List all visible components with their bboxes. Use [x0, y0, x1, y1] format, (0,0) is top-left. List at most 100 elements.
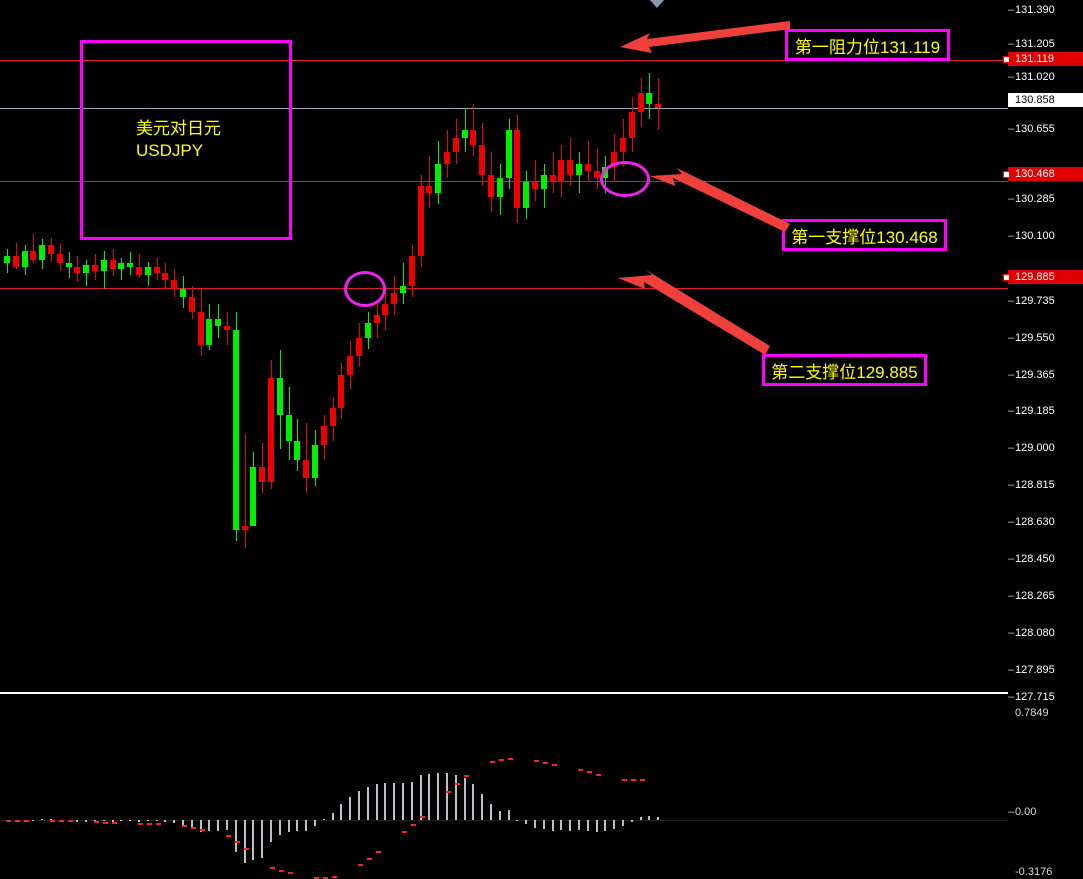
macd-signal-segment	[59, 820, 64, 822]
axis-level-resistance[interactable]: –131.119	[1008, 52, 1083, 66]
macd-signal-segment	[455, 783, 460, 785]
candle-body	[646, 93, 652, 105]
axis-tick: –131.020	[1008, 71, 1055, 83]
pane-divider	[0, 692, 1008, 694]
candle-wick	[306, 422, 307, 493]
candle-body	[550, 174, 556, 183]
macd-signal-segment	[587, 771, 592, 773]
candle-body	[162, 272, 168, 281]
macd-histogram-bar	[402, 783, 404, 820]
macd-signal-segment	[156, 823, 161, 825]
axis-level-support-1[interactable]: –130.468	[1008, 167, 1083, 181]
price-axis[interactable]: –131.390 –131.205 –131.119 –131.020 –130…	[1008, 0, 1083, 879]
candle-wick	[588, 141, 589, 183]
candle-body	[136, 267, 142, 275]
macd-histogram-bar	[85, 819, 87, 823]
second-support-note: 第二支撑位129.885	[762, 354, 927, 386]
candle-wick	[658, 78, 659, 131]
chart-top-marker-icon	[650, 0, 664, 8]
first-support-note: 第一支撑位130.468	[782, 219, 947, 251]
candle-body	[338, 374, 344, 408]
axis-current-price[interactable]: –130.858	[1008, 93, 1083, 107]
macd-histogram-bar	[332, 812, 334, 820]
macd-histogram-bar	[147, 819, 149, 822]
resistance-note: 第一阻力位131.119	[785, 29, 950, 61]
candle-body	[611, 152, 617, 168]
candle-body	[382, 304, 388, 316]
macd-histogram-bar	[217, 819, 219, 831]
macd-signal-segment	[358, 864, 363, 866]
macd-histogram-bar	[120, 819, 122, 821]
candle-body	[303, 459, 309, 479]
macd-signal-segment	[376, 851, 381, 853]
macd-histogram-bar	[420, 775, 422, 820]
macd-signal-segment	[499, 759, 504, 761]
axis-tick: –130.100	[1008, 230, 1055, 242]
macd-histogram-bar	[32, 819, 34, 821]
axis-tick: –130.285	[1008, 193, 1055, 205]
macd-histogram-bar	[164, 819, 166, 823]
axis-tick: –129.735	[1008, 295, 1055, 307]
level-line-second-support[interactable]	[0, 288, 1008, 289]
axis-tick: –129.000	[1008, 442, 1055, 454]
axis-tick: –128.450	[1008, 553, 1055, 565]
macd-histogram-bar	[534, 819, 536, 828]
level-line-first-support[interactable]	[0, 181, 1008, 182]
candle-body	[321, 426, 327, 445]
macd-signal-segment	[332, 876, 337, 878]
axis-level-support-2[interactable]: –129.885	[1008, 270, 1083, 284]
macd-histogram-bar	[455, 774, 457, 820]
macd-signal-segment	[68, 820, 73, 822]
candle-body	[206, 319, 212, 345]
macd-signal-segment	[402, 831, 407, 833]
macd-histogram-bar	[340, 804, 342, 820]
first-support-arrow-icon	[650, 168, 790, 232]
macd-signal-segment	[15, 820, 20, 822]
candle-body	[497, 178, 503, 197]
macd-histogram-bar	[640, 817, 642, 820]
candle-body	[268, 378, 274, 482]
candle-body	[453, 137, 459, 153]
macd-histogram-bar	[393, 782, 395, 820]
macd-histogram-bar	[156, 819, 158, 822]
macd-histogram-bar	[657, 816, 659, 820]
macd-histogram-bar	[349, 797, 351, 820]
macd-histogram-bar	[569, 819, 571, 831]
macd-histogram-bar	[76, 819, 78, 823]
candle-body	[118, 263, 124, 270]
axis-tick: –131.205	[1008, 38, 1055, 50]
candle-body	[66, 263, 72, 268]
level-line-first-resistance[interactable]	[0, 60, 1008, 61]
candle-body	[259, 467, 265, 482]
resistance-note-label: 第一阻力位131.119	[794, 37, 941, 57]
candle-body	[594, 170, 600, 179]
candle-body	[154, 267, 160, 273]
candle-body	[250, 467, 256, 527]
candle-body	[101, 259, 107, 271]
macd-histogram-bar	[252, 819, 254, 861]
axis-tick: –128.265	[1008, 590, 1055, 602]
macd-signal-segment	[235, 841, 240, 843]
price-chart-pane[interactable]	[0, 0, 1008, 692]
macd-signal-segment	[420, 816, 425, 818]
symbol-title-code: USDJPY	[136, 141, 204, 160]
candle-wick	[121, 257, 122, 281]
macd-signal-segment	[596, 774, 601, 776]
candle-body	[365, 322, 371, 338]
macd-histogram-bar	[244, 819, 246, 863]
macd-signal-segment	[279, 870, 284, 872]
macd-histogram-bar	[41, 818, 43, 820]
macd-signal-segment	[622, 779, 627, 781]
candle-wick	[139, 254, 140, 279]
macd-signal-segment	[138, 823, 143, 825]
candle-body	[620, 137, 626, 153]
second-support-note-label: 第二支撑位129.885	[771, 362, 918, 382]
candle-body	[224, 326, 230, 331]
macd-histogram-bar	[50, 818, 52, 820]
candle-body	[444, 152, 450, 164]
candle-body	[514, 130, 520, 208]
macd-histogram-bar	[323, 819, 325, 821]
macd-indicator-pane[interactable]	[0, 695, 1008, 879]
candle-body	[57, 254, 63, 264]
